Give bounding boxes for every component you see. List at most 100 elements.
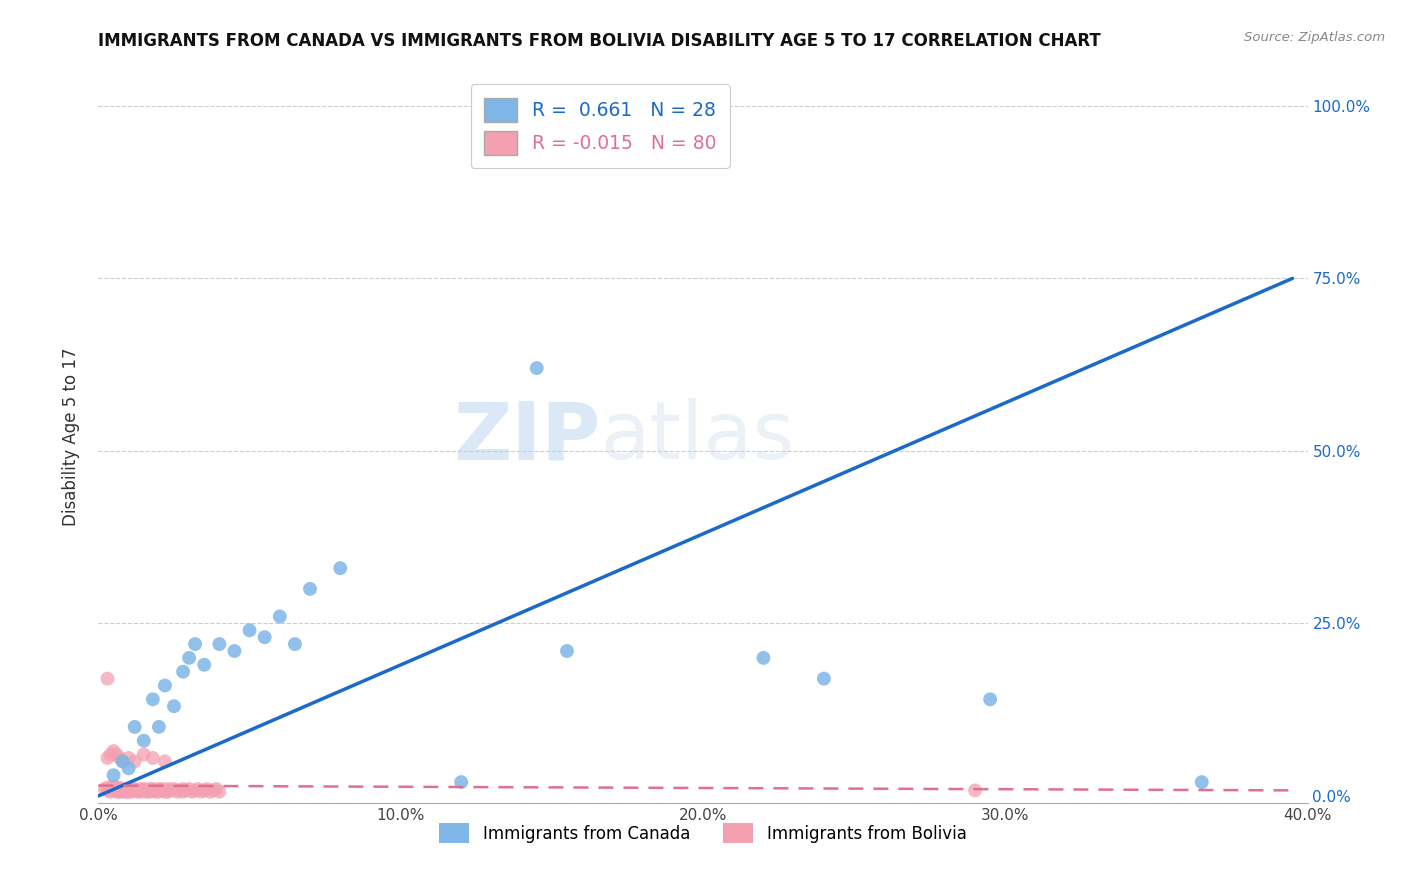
Point — [103, 783, 125, 797]
Point — [118, 751, 141, 765]
Point — [103, 780, 125, 795]
Point — [96, 672, 118, 686]
Point — [184, 637, 207, 651]
Point — [166, 785, 188, 799]
Point — [813, 672, 835, 686]
Point — [132, 783, 155, 797]
Point — [208, 637, 231, 651]
Point — [108, 780, 131, 795]
Point — [299, 582, 322, 596]
Point — [1191, 775, 1213, 789]
Point — [108, 783, 131, 797]
Point — [526, 361, 548, 376]
Y-axis label: Disability Age 5 to 17: Disability Age 5 to 17 — [62, 348, 80, 526]
Point — [163, 782, 186, 797]
Point — [139, 785, 162, 799]
Point — [103, 768, 125, 782]
Point — [979, 692, 1001, 706]
Text: atlas: atlas — [600, 398, 794, 476]
Point — [142, 751, 165, 765]
Point — [129, 782, 152, 797]
Point — [124, 782, 146, 797]
Point — [150, 783, 173, 797]
Point — [193, 657, 215, 672]
Point — [184, 783, 207, 797]
Point — [111, 755, 134, 769]
Point — [96, 780, 118, 795]
Point — [555, 644, 578, 658]
Point — [148, 785, 170, 799]
Point — [156, 785, 179, 799]
Point — [172, 782, 194, 797]
Point — [145, 785, 167, 799]
Point — [160, 783, 183, 797]
Point — [132, 747, 155, 762]
Point — [179, 651, 201, 665]
Point — [450, 775, 472, 789]
Point — [127, 783, 149, 797]
Point — [111, 782, 134, 797]
Point — [100, 747, 122, 762]
Point — [132, 733, 155, 747]
Point — [105, 782, 128, 797]
Point — [127, 785, 149, 799]
Point — [111, 785, 134, 799]
Point — [111, 783, 134, 797]
Point — [153, 783, 176, 797]
Point — [150, 782, 173, 797]
Point — [269, 609, 291, 624]
Point — [172, 785, 194, 799]
Point — [172, 665, 194, 679]
Point — [105, 747, 128, 762]
Point — [135, 783, 157, 797]
Point — [111, 755, 134, 769]
Point — [124, 755, 146, 769]
Point — [93, 782, 115, 797]
Point — [224, 644, 246, 658]
Point — [114, 783, 136, 797]
Point — [163, 699, 186, 714]
Point — [132, 782, 155, 797]
Point — [135, 785, 157, 799]
Point — [153, 785, 176, 799]
Point — [96, 783, 118, 797]
Point — [105, 785, 128, 799]
Point — [124, 783, 146, 797]
Point — [187, 782, 209, 797]
Point — [108, 751, 131, 765]
Point — [253, 630, 276, 644]
Point — [142, 783, 165, 797]
Point — [142, 782, 165, 797]
Point — [148, 720, 170, 734]
Text: IMMIGRANTS FROM CANADA VS IMMIGRANTS FROM BOLIVIA DISABILITY AGE 5 TO 17 CORRELA: IMMIGRANTS FROM CANADA VS IMMIGRANTS FRO… — [98, 32, 1101, 50]
Point — [205, 782, 228, 797]
Point — [195, 782, 218, 797]
Point — [105, 783, 128, 797]
Point — [179, 782, 201, 797]
Point — [145, 783, 167, 797]
Point — [148, 782, 170, 797]
Point — [239, 624, 262, 638]
Point — [169, 783, 191, 797]
Point — [96, 751, 118, 765]
Point — [118, 761, 141, 775]
Point — [174, 783, 197, 797]
Point — [118, 782, 141, 797]
Point — [100, 785, 122, 799]
Point — [200, 785, 222, 799]
Point — [139, 782, 162, 797]
Point — [153, 755, 176, 769]
Point — [103, 744, 125, 758]
Text: Source: ZipAtlas.com: Source: ZipAtlas.com — [1244, 31, 1385, 45]
Point — [208, 785, 231, 799]
Point — [752, 651, 775, 665]
Point — [153, 678, 176, 692]
Point — [965, 783, 987, 797]
Point — [114, 782, 136, 797]
Point — [100, 782, 122, 797]
Point — [202, 783, 225, 797]
Point — [190, 785, 212, 799]
Point — [114, 785, 136, 799]
Legend: Immigrants from Canada, Immigrants from Bolivia: Immigrants from Canada, Immigrants from … — [433, 817, 973, 849]
Point — [121, 782, 143, 797]
